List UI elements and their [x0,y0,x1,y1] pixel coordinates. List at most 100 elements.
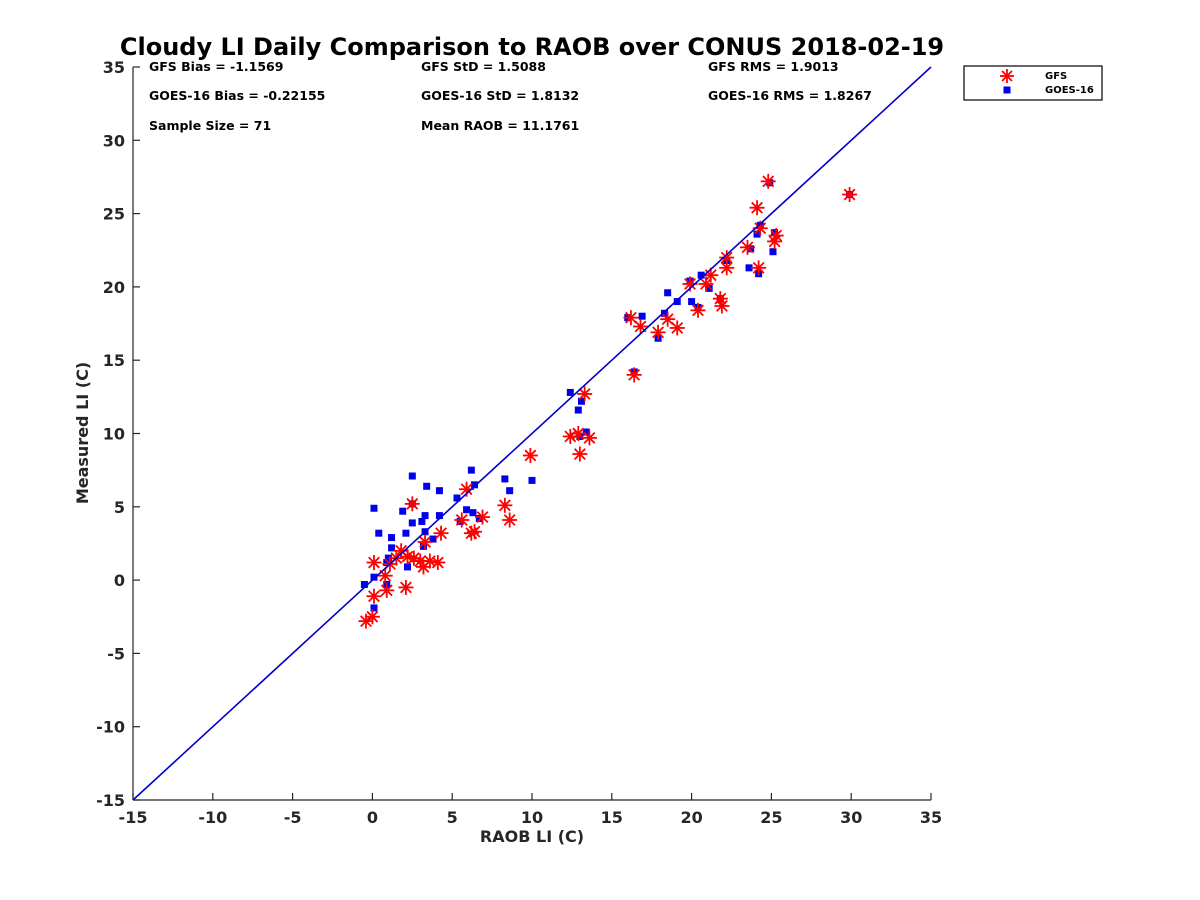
goes-16-point [501,475,509,483]
goes-16-point [463,506,471,514]
gfs-point [719,250,735,266]
goes-16-point [528,476,536,484]
goes-16-point [384,554,392,562]
goes-16-point [471,481,479,489]
x-tick-label: 30 [840,808,862,827]
x-tick-label: 10 [521,808,543,827]
goes-16-point [370,604,378,612]
y-tick-label: -15 [96,791,125,810]
goes-16-point [753,230,761,238]
gfs-point [404,496,420,512]
goes-16-point [475,515,483,523]
y-tick-label: -10 [96,718,125,737]
goes-16-point [745,264,753,272]
gfs-point [577,386,593,402]
goes-16-point [388,544,396,552]
goes-16-point [370,573,378,581]
legend-goes16-label: GOES-16 [1045,85,1094,96]
stat-gfs-bias: GFS Bias = -1.1569 [149,59,283,74]
goes-16-point [771,229,779,237]
gfs-point [502,512,518,528]
x-tick-label: 35 [920,808,942,827]
goes-16-point [673,298,681,306]
goes-16-point [408,519,416,527]
legend-goes16-marker [1003,86,1011,94]
gfs-point [660,311,676,327]
gfs-point [475,509,491,525]
gfs-point [623,310,639,326]
gfs-point [398,579,414,595]
gfs-point [690,302,706,318]
goes-16-point [435,512,443,520]
x-tick-label: -10 [198,808,227,827]
stat-goes-rms: GOES-16 RMS = 1.8267 [708,88,872,103]
stat-mean-raob: Mean RAOB = 11.1761 [421,118,579,133]
gfs-point [379,582,395,598]
x-tick-label: 0 [367,808,378,827]
gfs-point [626,367,642,383]
gfs-point [572,446,588,462]
goes-16-point [402,529,410,537]
gfs-point [364,609,380,625]
gfs-point [454,512,470,528]
gfs-point [433,525,449,541]
goes-16-point [429,535,437,543]
gfs-point [400,549,416,565]
y-ticks: -15 -10 -5 0 5 10 15 20 25 30 35 [96,58,140,810]
goes-16-point [467,466,475,474]
gfs-point [714,298,730,314]
gfs-point [751,260,767,276]
goes-16-point [506,487,514,495]
goes-16-point [664,289,672,297]
gfs-point [842,187,858,203]
stat-gfs-std: GFS StD = 1.5088 [421,59,546,74]
goes-16-point [419,542,427,550]
y-tick-label: -5 [107,644,125,663]
legend-gfs-label: GFS [1045,71,1067,82]
goes-16-point [418,517,426,525]
goes-16-point [435,487,443,495]
goes-16-point [370,504,378,512]
gfs-point [366,555,382,571]
goes-16-point [421,512,429,520]
gfs-point [467,524,483,540]
x-tick-label: 20 [680,808,702,827]
x-tick-label: 15 [601,808,623,827]
stat-goes-bias: GOES-16 Bias = -0.22155 [149,88,325,103]
gfs-point [768,228,784,244]
goes-16-point [469,509,477,517]
goes-16-point [697,271,705,279]
goes-16-point [660,309,668,317]
x-tick-label: 5 [447,808,458,827]
gfs-point [522,447,538,463]
goes-16-point [399,507,407,515]
x-ticks: -15 -10 -5 0 5 10 15 20 25 30 35 [119,793,942,827]
y-axis-label: Measured LI (C) [73,362,92,504]
y-tick-label: 5 [114,498,125,517]
stats-block: GFS Bias = -1.1569 GFS StD = 1.5088 GFS … [149,59,872,133]
y-tick-label: 25 [103,205,125,224]
goes-16-point [423,482,431,490]
gfs-point [633,318,649,334]
goes-16-point [688,298,696,306]
legend: GFS GOES-16 [963,65,1103,101]
goes-16-point [747,245,755,253]
gfs-point [366,588,382,604]
goes-16-point [375,529,383,537]
gfs-point [760,173,776,189]
goes-16-point [566,388,574,396]
gfs-point [698,276,714,292]
y-tick-label: 0 [114,571,125,590]
stat-gfs-rms: GFS RMS = 1.9013 [708,59,839,74]
goes-16-point [360,580,368,588]
goes-16-point [638,312,646,320]
goes-16-point [582,428,590,436]
goes-16-point [769,248,777,256]
gfs-point [417,534,433,550]
x-axis-label: RAOB LI (C) [480,827,584,846]
legend-box [963,65,1103,101]
goes-16-point [574,406,582,414]
y-tick-label: 20 [103,278,125,297]
goes-16-point [453,494,461,502]
